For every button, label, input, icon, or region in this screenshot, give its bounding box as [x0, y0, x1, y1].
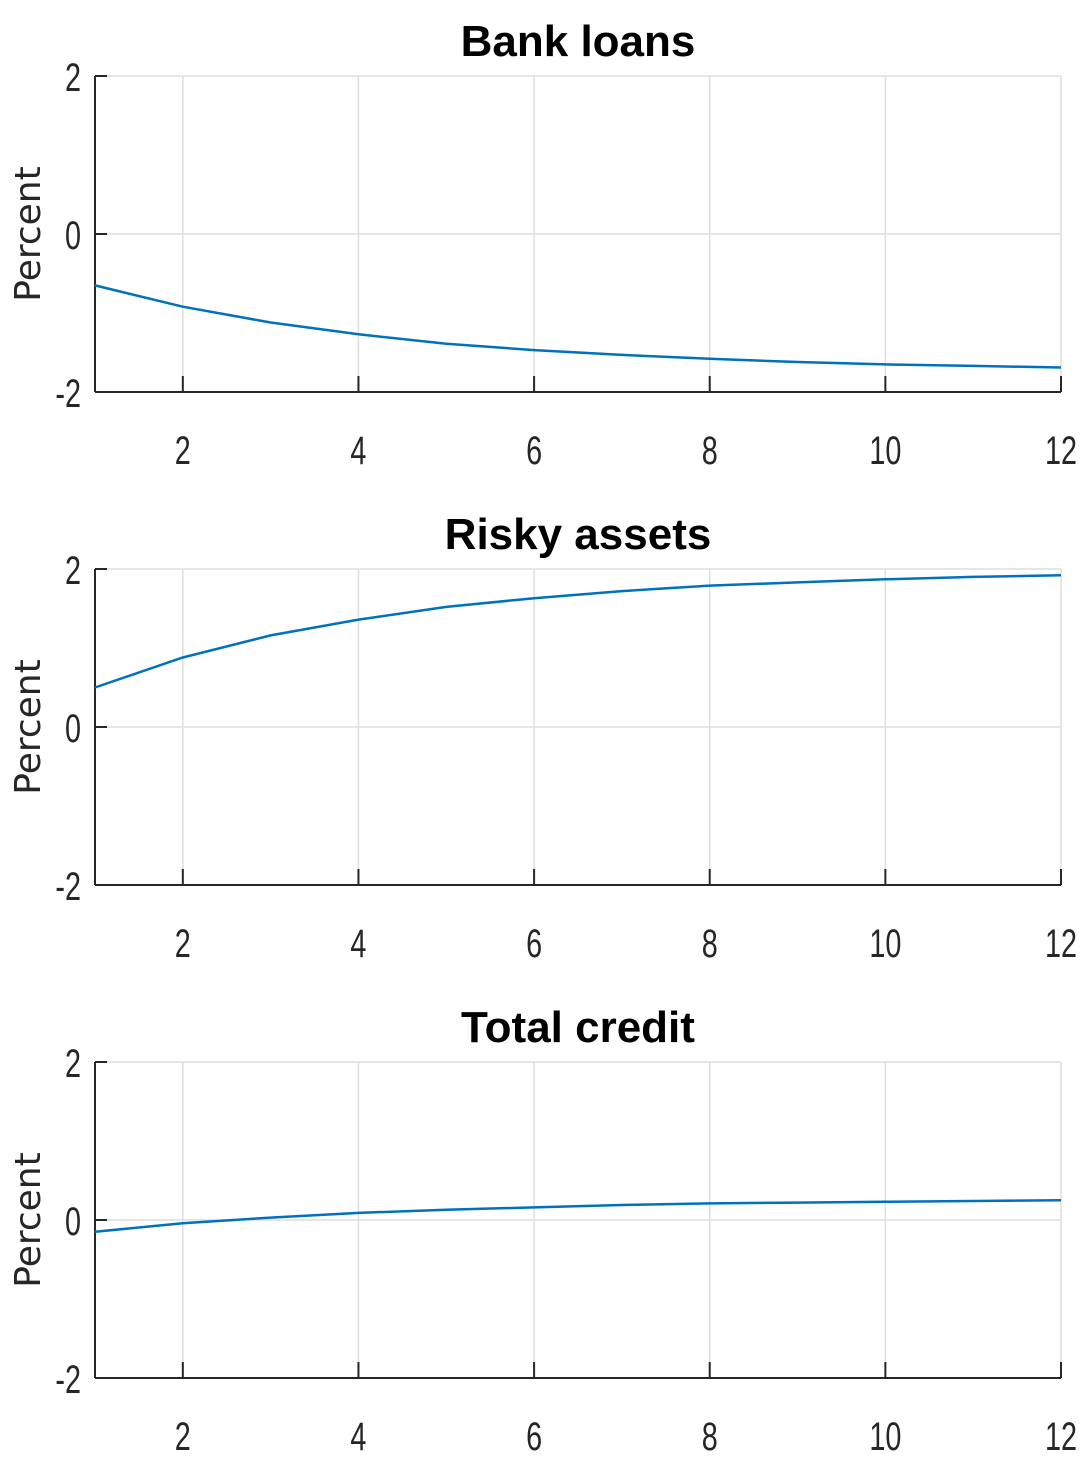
y-tick-label: 0 — [65, 213, 81, 258]
chart-title: Bank loans — [461, 17, 696, 66]
x-tick-label: 8 — [702, 1414, 718, 1458]
x-tick-label: 2 — [175, 428, 191, 473]
y-axis-label: Percent — [8, 659, 49, 794]
y-tick-label: -2 — [55, 1357, 81, 1402]
x-tick-label: 8 — [702, 428, 718, 473]
x-tick-label: 6 — [526, 921, 542, 966]
y-tick-label: 2 — [65, 1041, 81, 1086]
chart-panel-1: Bank loans 2 4 6 8 10 12 -2 0 2 Percent — [8, 17, 1077, 473]
y-tick-label: -2 — [55, 864, 81, 909]
series-line — [94, 574, 1062, 689]
x-tick-label: 10 — [869, 428, 901, 473]
y-tick-label: 0 — [65, 1199, 81, 1244]
x-tick-label: 6 — [526, 1414, 542, 1458]
y-tick-label: 2 — [65, 548, 81, 593]
y-tick-label: -2 — [55, 371, 81, 416]
x-tick-label: 6 — [526, 428, 542, 473]
y-tick-label: 0 — [65, 706, 81, 751]
chart-panel-2: Risky assets 2 4 6 8 10 12 -2 0 2 Percent — [8, 510, 1077, 966]
x-tick-label: 4 — [350, 921, 366, 966]
series-line — [94, 284, 1062, 369]
y-axis-label: Percent — [8, 1152, 49, 1287]
x-tick-label: 12 — [1045, 921, 1077, 966]
series-line — [94, 1199, 1062, 1234]
x-tick-label: 4 — [350, 428, 366, 473]
x-tick-label: 10 — [869, 921, 901, 966]
chart-title: Risky assets — [445, 510, 712, 559]
x-tick-label: 12 — [1045, 1414, 1077, 1458]
x-tick-label: 12 — [1045, 428, 1077, 473]
y-axis-label: Percent — [8, 166, 49, 301]
chart-title: Total credit — [461, 1003, 695, 1052]
x-tick-label: 4 — [350, 1414, 366, 1458]
chart-panel-3: Total credit 2 4 6 8 10 12 -2 0 2 Percent — [8, 1003, 1077, 1458]
x-tick-label: 10 — [869, 1414, 901, 1458]
x-tick-label: 2 — [175, 921, 191, 966]
x-tick-label: 2 — [175, 1414, 191, 1458]
x-tick-label: 8 — [702, 921, 718, 966]
y-tick-label: 2 — [65, 55, 81, 100]
